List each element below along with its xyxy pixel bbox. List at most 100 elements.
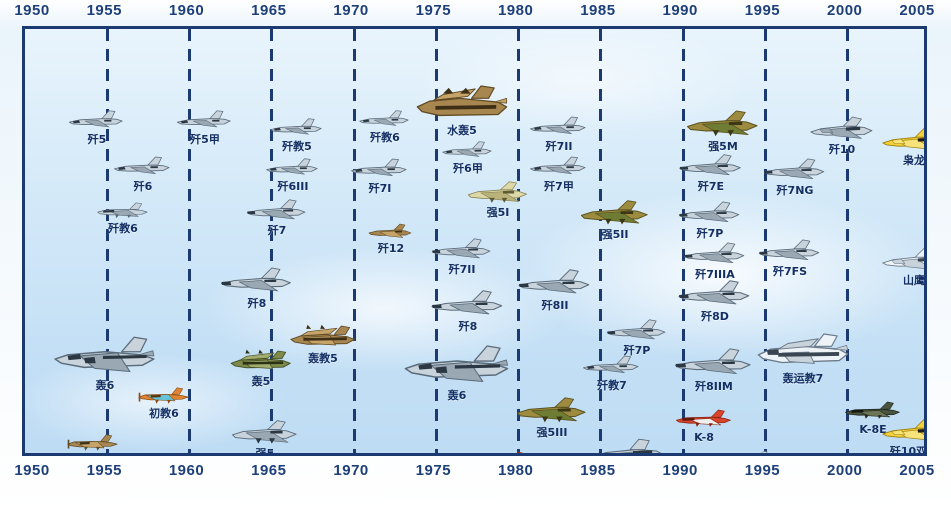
aircraft-label: 轰6 <box>447 389 467 402</box>
aircraft-icon <box>414 85 510 124</box>
aircraft-label: 强5III <box>536 426 568 439</box>
grid-line-1965 <box>270 29 274 453</box>
aircraft-icon <box>366 222 416 242</box>
year-label-2005-top: 2005 <box>899 2 935 19</box>
aircraft-entry: 歼教7 <box>581 354 643 392</box>
aircraft-icon <box>136 385 192 407</box>
aircraft-entry: 歼7I <box>349 157 411 195</box>
aircraft-entry: 歼7P <box>606 319 668 357</box>
aircraft-icon <box>683 242 747 268</box>
aircraft-icon <box>349 157 411 182</box>
aircraft-entry: 强5 <box>231 420 299 453</box>
aircraft-label: 歼6甲 <box>453 162 483 175</box>
year-label-1955-top: 1955 <box>86 2 122 19</box>
year-label-1965-bottom: 1965 <box>251 462 287 479</box>
aircraft-entry: 歼8 <box>220 267 294 310</box>
aircraft-label: 歼7E <box>697 180 725 193</box>
aircraft-entry: 歼教5 <box>268 117 326 153</box>
grid-line-1970 <box>352 29 356 453</box>
year-label-1985-top: 1985 <box>580 2 616 19</box>
aircraft-icon <box>728 447 776 453</box>
aircraft-entry: K-8 <box>674 407 734 444</box>
year-label-1960-top: 1960 <box>168 2 205 19</box>
aircraft-label: 水轰5 <box>447 124 477 137</box>
aircraft-label: 歼7 <box>267 224 287 237</box>
aircraft-entry: 轰6 <box>53 336 157 392</box>
aircraft-entry: 歼5 <box>67 109 127 146</box>
aircraft-entry: 歼7II <box>528 115 590 153</box>
year-label-2005-bottom: 2005 <box>899 462 935 479</box>
aircraft-entry: 无人机 <box>728 447 776 453</box>
year-label-1950-bottom: 1950 <box>14 462 50 479</box>
aircraft-icon <box>881 418 924 445</box>
aircraft-entry: 歼8D <box>677 280 753 323</box>
aircraft-icon <box>112 155 174 180</box>
aircraft-label: 歼10双座 <box>889 445 927 456</box>
aircraft-icon <box>674 348 754 380</box>
aircraft-label: 歼7NG <box>776 184 814 197</box>
aircraft-label: 初教5 <box>65 455 121 456</box>
aircraft-entry: 初教5 <box>65 432 121 456</box>
grid-line-1985 <box>599 29 603 453</box>
aircraft-label: 歼7II <box>448 263 476 276</box>
aircraft-entry: 歼6 <box>112 155 174 193</box>
aircraft-entry: 轰教5 <box>288 324 358 365</box>
aircraft-icon <box>517 269 593 299</box>
aircraft-label: 强5I <box>486 206 510 219</box>
grid-line-1995 <box>763 29 767 453</box>
grid-line-1955 <box>105 29 109 453</box>
aircraft-label: 歼10 <box>828 143 856 156</box>
aircraft-entry: 歼8 <box>430 290 506 333</box>
aircraft-icon <box>881 127 924 154</box>
aircraft-entry: 强5II <box>580 200 650 241</box>
aircraft-label: 初教6 <box>149 407 179 420</box>
aircraft-label: 山鹰 <box>903 274 925 287</box>
aircraft-icon <box>403 345 511 389</box>
year-axis-bottom: 1950 1955 1960 1965 1970 1975 1980 1985 1990 1995… <box>0 462 951 484</box>
aircraft-icon <box>528 155 590 180</box>
year-label-1985-bottom: 1985 <box>580 462 616 479</box>
aircraft-icon <box>264 157 322 180</box>
aircraft-entry: 歼6III <box>264 157 322 193</box>
aircraft-icon <box>843 399 903 423</box>
aircraft-label: 歼6III <box>277 180 309 193</box>
aircraft-label: 歼教6 <box>370 131 400 144</box>
aircraft-icon <box>357 109 413 131</box>
aircraft-icon <box>581 354 643 379</box>
aircraft-icon <box>809 116 875 143</box>
year-label-2000-top: 2000 <box>827 2 863 19</box>
aircraft-entry: 水轰5 <box>414 85 510 137</box>
aircraft-icon <box>288 324 358 352</box>
aircraft-label: 歼8II <box>541 299 569 312</box>
aircraft-entry: 长空一号 <box>483 448 531 453</box>
aircraft-entry: 枭龙 <box>881 127 924 167</box>
aircraft-icon <box>95 200 151 222</box>
aircraft-label: 歼7P <box>696 227 724 240</box>
aircraft-icon <box>175 109 235 133</box>
aircraft-label: 歼7FS <box>772 265 808 278</box>
aircraft-entry: 歼教6 <box>357 109 413 144</box>
aircraft-icon <box>763 158 827 184</box>
aircraft-entry: K-8E <box>843 399 903 436</box>
aircraft-label: 强5M <box>708 140 738 153</box>
aircraft-icon <box>758 239 822 265</box>
aircraft-entry: 强5I <box>467 181 529 219</box>
aircraft-icon <box>593 438 667 453</box>
aircraft-label: 歼8 <box>458 320 478 333</box>
grid-line-1975 <box>434 29 438 453</box>
aircraft-entry: 歼教6 <box>95 200 151 235</box>
aircraft-label: 歼7P <box>623 344 651 357</box>
aircraft-entry: 歼12 <box>366 222 416 255</box>
aircraft-entry: 山鹰 <box>881 247 925 287</box>
aircraft-label: 歼7I <box>368 182 392 195</box>
aircraft-label: 歼教6 <box>108 222 138 235</box>
aircraft-entry: 歼7 <box>246 199 308 237</box>
year-label-1950-top: 1950 <box>14 2 50 19</box>
aircraft-label: 歼6 <box>133 180 153 193</box>
aircraft-entry: 歼7FS <box>758 239 822 278</box>
aircraft-icon <box>674 407 734 431</box>
aircraft-entry: 飞豹 <box>593 438 667 453</box>
year-label-1965-top: 1965 <box>251 2 287 19</box>
aircraft-label: 歼教7 <box>597 379 627 392</box>
